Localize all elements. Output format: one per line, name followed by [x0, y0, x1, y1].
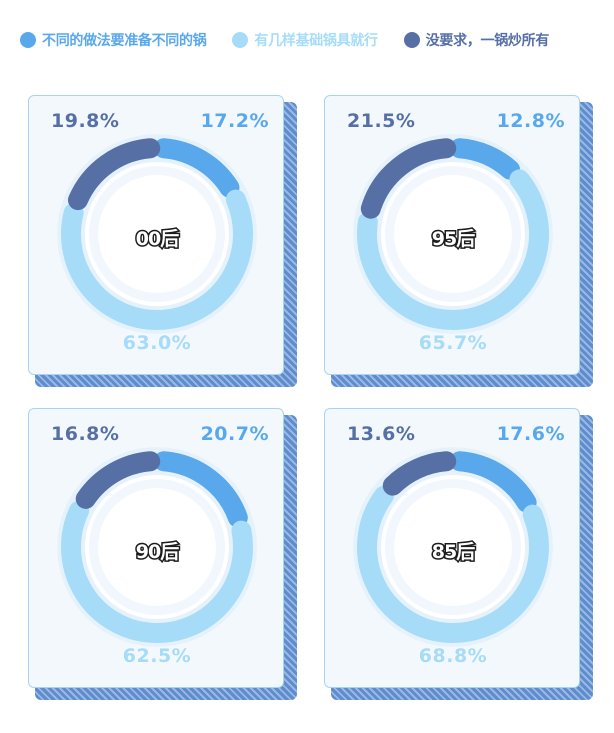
donut-segment-one-wok	[360, 138, 457, 219]
donut-segment-one-wok	[67, 138, 161, 211]
card-panel: 16.8% 20.7% 62.5% 90后	[28, 408, 284, 688]
center-label: 90后	[134, 540, 180, 565]
label-one-wok: 19.8%	[51, 110, 120, 132]
donut-center	[394, 175, 512, 293]
label-different-pans: 17.2%	[200, 110, 269, 132]
donut-center	[98, 175, 216, 293]
donut-card-95: 21.5% 12.8% 65.7% 95后	[324, 95, 593, 387]
legend-item-different-pans: 不同的做法要准备不同的锅	[20, 30, 207, 50]
label-one-wok: 21.5%	[347, 110, 416, 132]
center-label: 85后	[430, 540, 476, 565]
label-basic-cookware: 62.5%	[122, 645, 192, 667]
center-label: 95后	[430, 227, 476, 252]
label-different-pans: 20.7%	[200, 423, 269, 445]
label-basic-cookware: 68.8%	[418, 645, 488, 667]
label-basic-cookware: 65.7%	[418, 332, 488, 354]
donut-segment-different-pans	[449, 451, 537, 513]
legend-item-one-wok: 没要求，一锅炒所有	[403, 30, 550, 50]
label-basic-cookware: 63.0%	[122, 332, 192, 354]
donut-chart-85	[353, 447, 553, 647]
donut-segment-one-wok	[382, 451, 457, 496]
donut-chart-00	[57, 134, 257, 334]
donut-center	[98, 488, 216, 606]
legend-swatch-different-pans	[20, 32, 36, 48]
legend-swatch-one-wok	[403, 32, 420, 48]
donut-segment-different-pans	[153, 451, 248, 528]
label-one-wok: 13.6%	[347, 423, 416, 445]
legend-label-one-wok: 没要求，一锅炒所有	[425, 33, 550, 49]
donut-chart-95	[353, 134, 553, 334]
donut-segment-basic-cookware	[61, 189, 253, 330]
chart-legend: 不同的做法要准备不同的锅 有几样基础锅具就行 没要求，一锅炒所有	[20, 26, 610, 54]
donut-segment-one-wok	[75, 451, 161, 509]
donut-segment-basic-cookware	[61, 500, 253, 643]
card-panel: 21.5% 12.8% 65.7% 95后	[324, 95, 580, 375]
label-different-pans: 17.6%	[496, 423, 565, 445]
card-panel: 19.8% 17.2% 63.0% 00后	[28, 95, 284, 375]
legend-label-different-pans: 不同的做法要准备不同的锅	[42, 33, 207, 49]
donut-card-00: 19.8% 17.2% 63.0% 00后	[28, 95, 297, 387]
label-one-wok: 16.8%	[51, 423, 120, 445]
donut-segment-basic-cookware	[357, 485, 549, 643]
donut-card-85: 13.6% 17.6% 68.8% 85后	[324, 408, 593, 700]
donut-segment-different-pans	[449, 138, 521, 180]
center-label: 00后	[134, 227, 180, 252]
donut-center	[394, 488, 512, 606]
donut-card-90: 16.8% 20.7% 62.5% 90后	[28, 408, 297, 700]
legend-swatch-basic-cookware	[232, 32, 249, 48]
donut-segment-basic-cookware	[357, 169, 549, 330]
legend-item-basic-cookware: 有几样基础锅具就行	[232, 30, 378, 50]
donut-segment-different-pans	[153, 138, 240, 198]
card-panel: 13.6% 17.6% 68.8% 85后	[324, 408, 580, 688]
donut-chart-90	[57, 447, 257, 647]
legend-label-basic-cookware: 有几样基础锅具就行	[254, 33, 378, 49]
label-different-pans: 12.8%	[496, 110, 565, 132]
